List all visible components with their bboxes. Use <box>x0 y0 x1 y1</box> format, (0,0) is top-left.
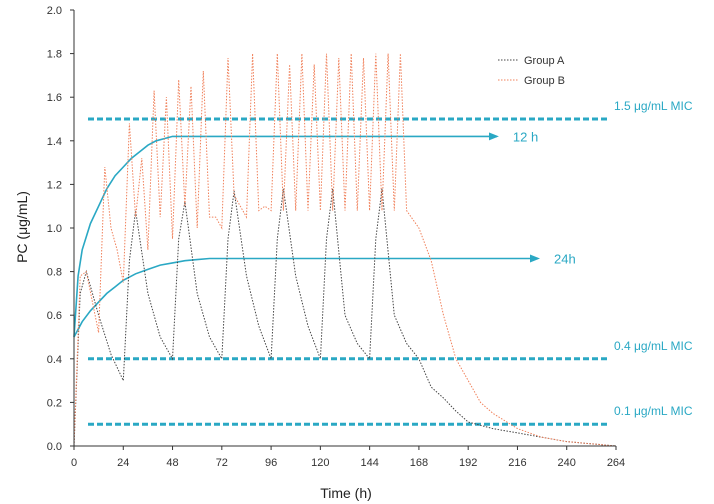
y-tick-label: 1.6 <box>47 92 62 104</box>
x-tick-label: 96 <box>265 457 277 469</box>
annotation-curve <box>73 132 499 338</box>
legend-label: Group A <box>524 55 565 67</box>
x-tick-label: 192 <box>459 457 477 469</box>
y-tick-label: 0.2 <box>47 397 62 409</box>
y-tick-label: 0.4 <box>47 354 62 366</box>
x-tick-label: 0 <box>71 457 77 469</box>
annotation-curve-label: 12 h <box>513 129 538 144</box>
x-tick-label: 72 <box>216 457 228 469</box>
y-tick-label: 0.0 <box>47 441 62 453</box>
x-axis-title: Time (h) <box>320 485 372 501</box>
mic-reference-label: 1.5 μg/mL MIC <box>614 99 693 113</box>
y-tick-label: 1.2 <box>47 179 62 191</box>
x-tick-label: 240 <box>558 457 576 469</box>
series-group <box>73 53 617 447</box>
x-tick-label: 48 <box>166 457 178 469</box>
reference-lines-group: 1.5 μg/mL MIC 0.4 μg/mL MIC 0.1 μg/mL MIC <box>88 99 693 426</box>
legend: Group A Group B <box>498 55 565 87</box>
y-axis-title: PC (μg/mL) <box>14 191 30 263</box>
series-line-group-b <box>73 53 617 447</box>
y-tick-label: 1.4 <box>47 136 62 148</box>
annotation-curve <box>73 254 540 338</box>
y-tick-label: 2.0 <box>47 5 62 17</box>
x-tick-label: 216 <box>508 457 526 469</box>
mic-reference-label: 0.1 μg/mL MIC <box>614 404 693 418</box>
x-tick-label: 120 <box>311 457 329 469</box>
x-tick-label: 264 <box>607 457 625 469</box>
axes-group <box>70 9 617 450</box>
x-tick-label: 24 <box>117 457 129 469</box>
series-line-group-a <box>73 188 617 447</box>
y-tick-label: 0.8 <box>47 267 62 279</box>
x-tick-label: 168 <box>410 457 428 469</box>
tick-labels-group: 0.0 0.2 0.4 0.6 0.8 1.0 1.2 1.4 1.6 1.8 2.0 0 24 48 72… <box>47 5 625 469</box>
y-tick-label: 1.8 <box>47 49 62 61</box>
annotation-curve-label: 24h <box>554 252 576 267</box>
x-tick-label: 144 <box>360 457 378 469</box>
y-tick-label: 0.6 <box>47 310 62 322</box>
legend-label: Group B <box>524 75 565 87</box>
y-tick-label: 1.0 <box>47 223 62 235</box>
annotation-curves-group: 12 h 24h <box>73 129 576 338</box>
mic-reference-label: 0.4 μg/mL MIC <box>614 339 693 353</box>
